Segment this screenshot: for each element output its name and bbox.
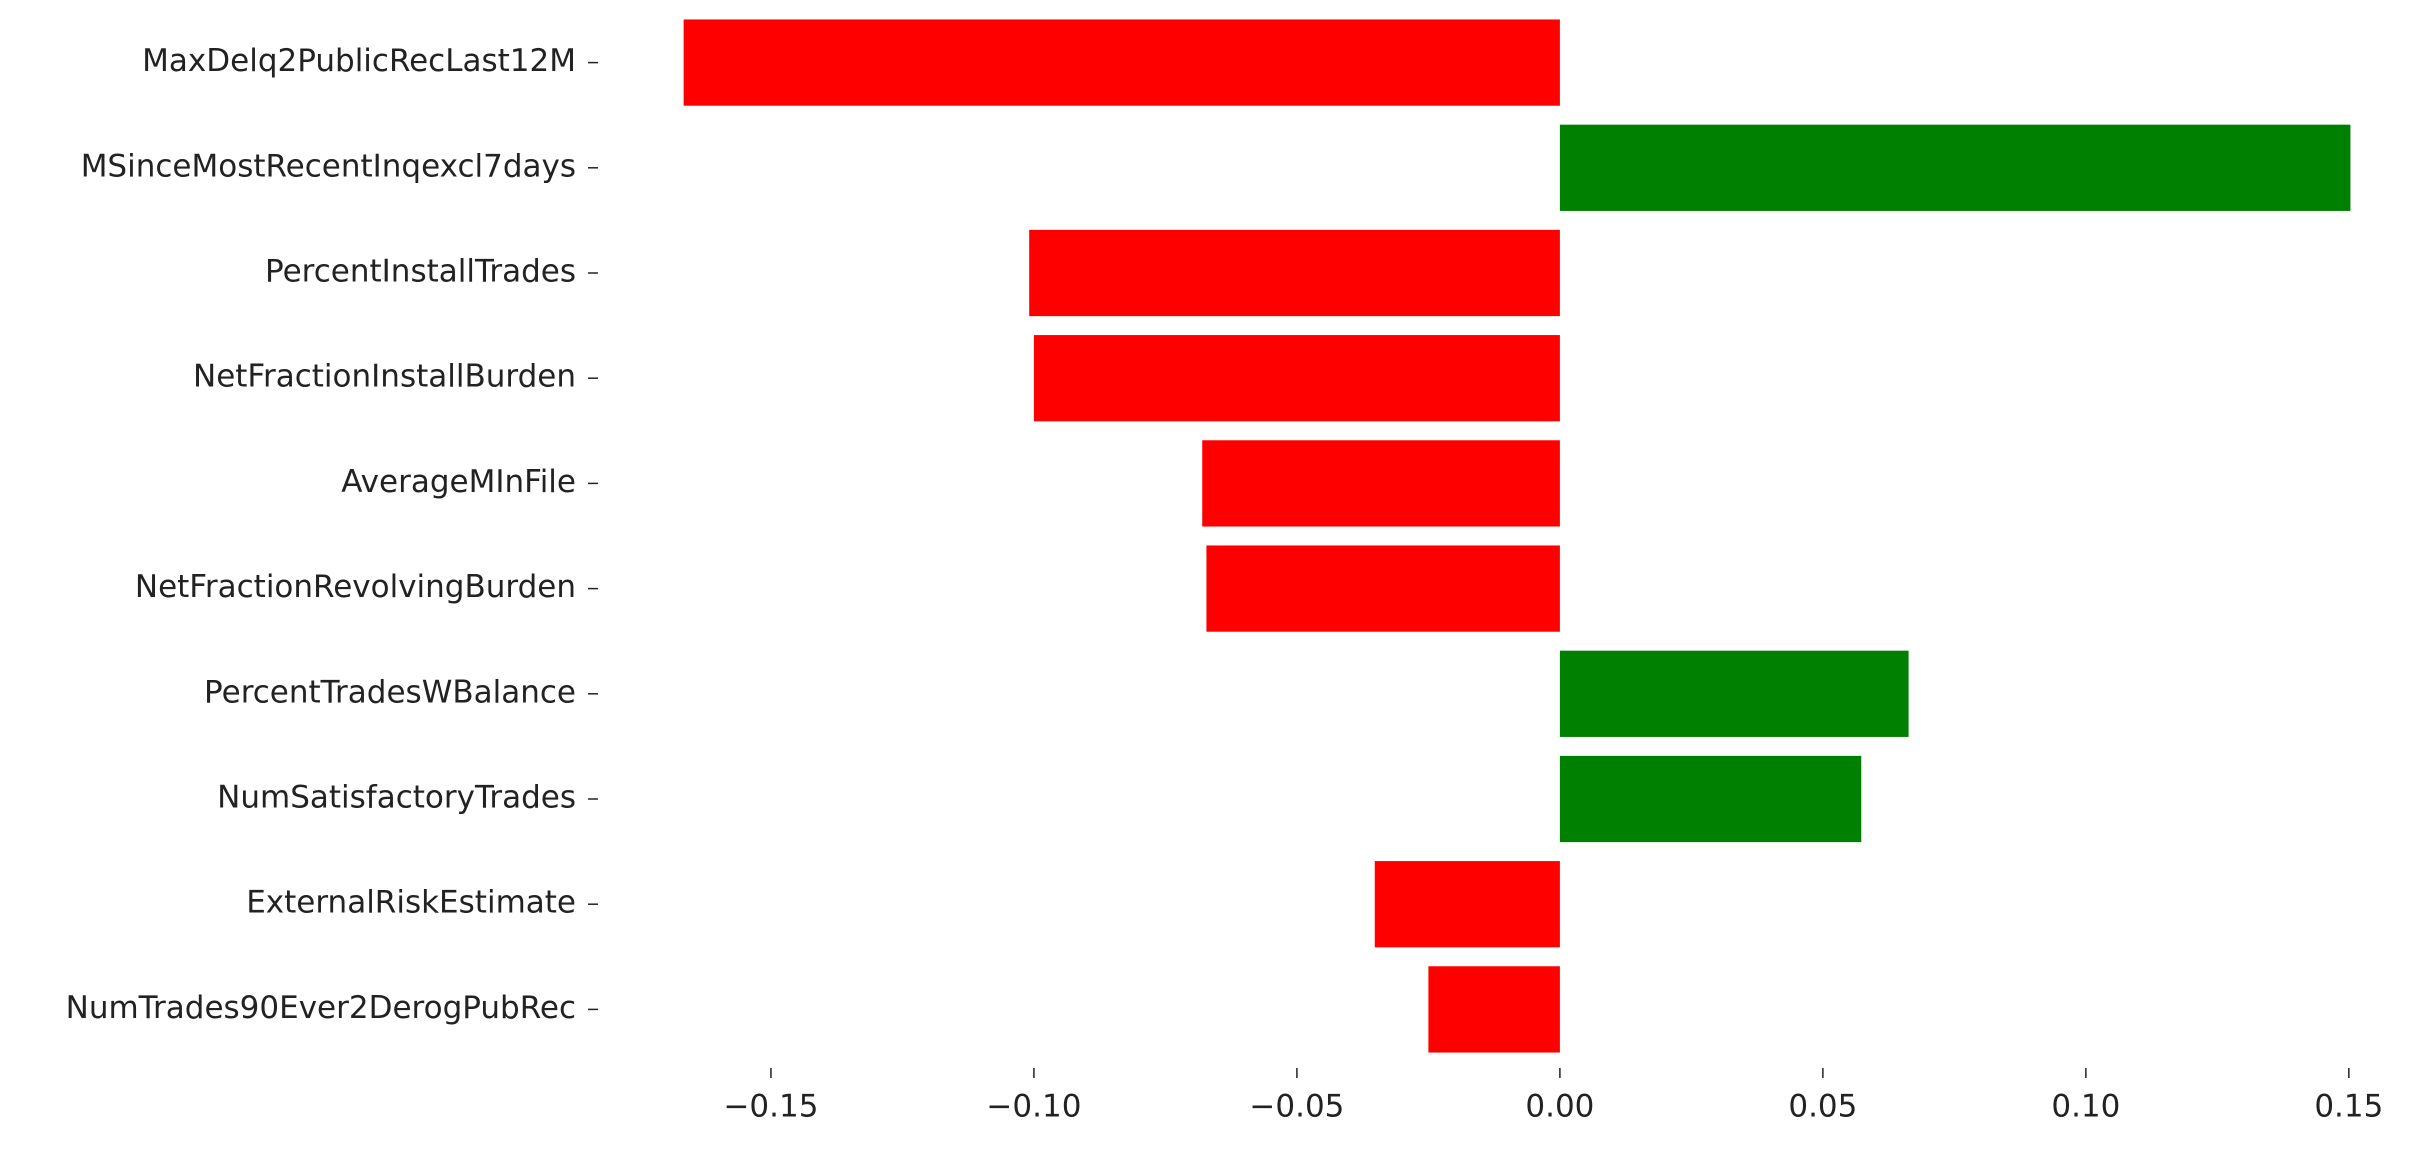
y-tick-label: NetFractionInstallBurden: [193, 359, 576, 395]
x-tick-label: 0.15: [2314, 1089, 2383, 1125]
bar: [1559, 755, 1862, 843]
bar: [1033, 335, 1560, 422]
y-tick-label: NetFractionRevolvingBurden: [135, 569, 576, 605]
bar: [683, 19, 1560, 106]
x-tick-label: −0.05: [1249, 1089, 1344, 1125]
y-tick-label: PercentTradesWBalance: [204, 674, 576, 710]
bar: [1374, 861, 1560, 948]
y-tick-label: NumSatisfactoryTrades: [217, 780, 576, 816]
y-tick-label: NumTrades90Ever2DerogPubRec: [66, 990, 576, 1026]
y-tick-label: MaxDelq2PublicRecLast12M: [142, 43, 576, 79]
bar: [1206, 545, 1560, 632]
bar: [1029, 229, 1560, 317]
y-tick-label: MSinceMostRecentInqexcl7days: [81, 148, 576, 184]
y-tick-label: ExternalRiskEstimate: [246, 885, 576, 921]
x-tick-label: 0.00: [1525, 1089, 1594, 1125]
bar: [1202, 440, 1560, 527]
bar: [1428, 966, 1560, 1053]
bar: [1559, 124, 2351, 211]
y-tick-label: PercentInstallTrades: [265, 254, 576, 290]
x-tick-label: −0.10: [986, 1089, 1081, 1125]
bar: [1559, 650, 1909, 737]
x-tick-label: 0.10: [2051, 1089, 2120, 1125]
y-tick-label: AverageMInFile: [341, 464, 576, 500]
x-tick-label: −0.15: [723, 1089, 818, 1125]
x-tick-label: 0.05: [1788, 1089, 1857, 1125]
